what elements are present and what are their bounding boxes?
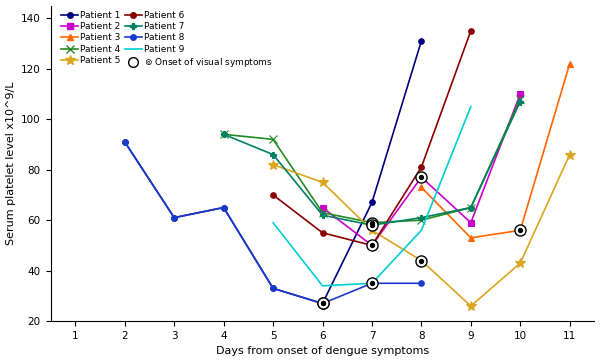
Y-axis label: Serum platelet level x10^9/L: Serum platelet level x10^9/L xyxy=(5,81,16,245)
X-axis label: Days from onset of dengue symptoms: Days from onset of dengue symptoms xyxy=(216,346,429,357)
Legend: Patient 1, Patient 2, Patient 3, Patient 4, Patient 5, Patient 6, Patient 7, Pat: Patient 1, Patient 2, Patient 3, Patient… xyxy=(61,10,274,70)
